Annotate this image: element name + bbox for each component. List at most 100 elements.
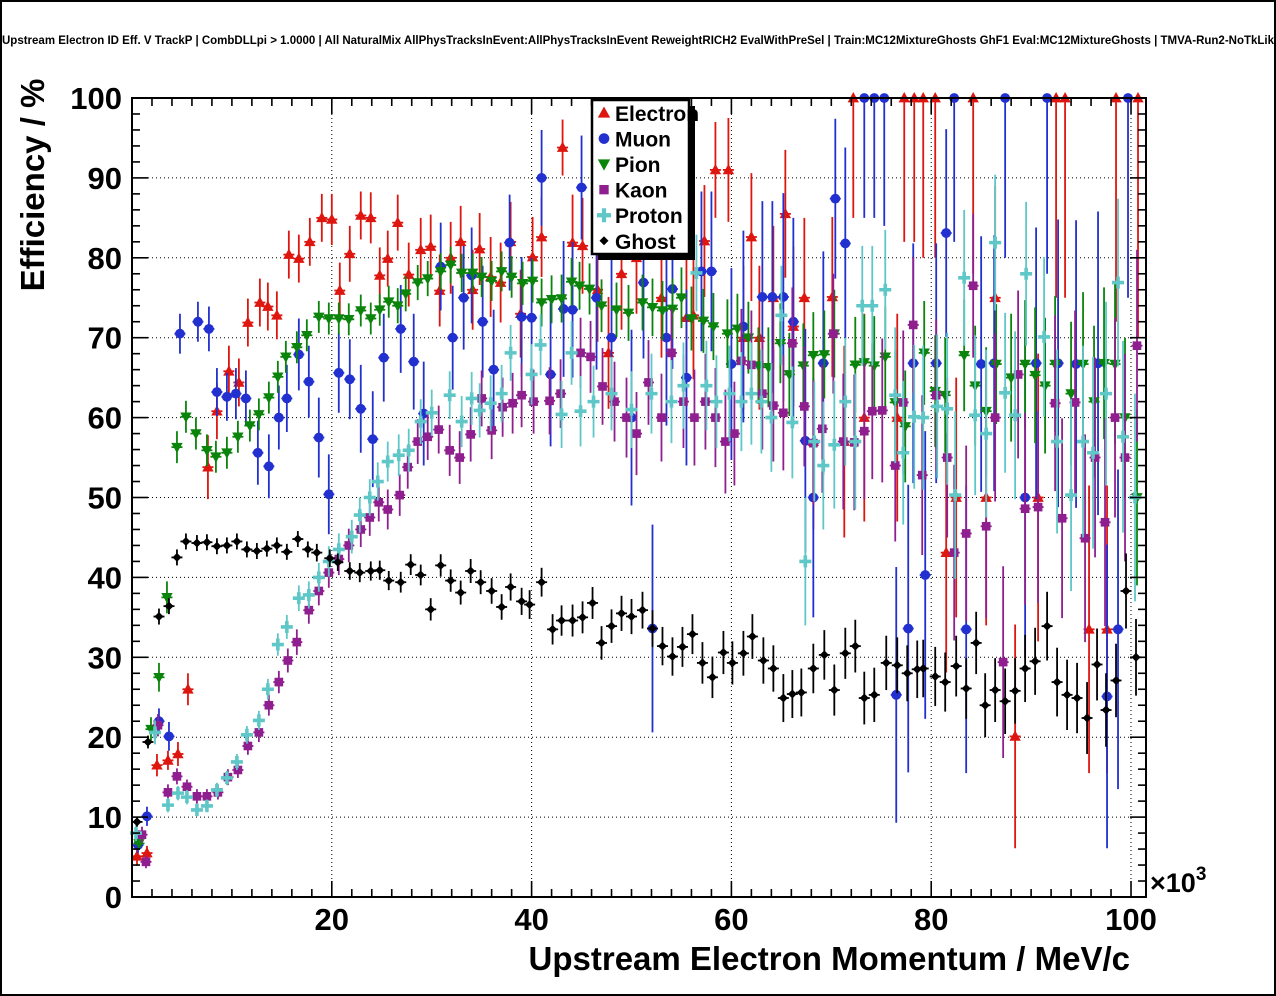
marker-diamond bbox=[1111, 675, 1121, 685]
marker-diamond bbox=[892, 660, 902, 670]
marker-square bbox=[1080, 533, 1090, 543]
marker-triangle-up bbox=[254, 296, 266, 307]
marker-diamond bbox=[406, 560, 416, 570]
marker-cross bbox=[765, 411, 778, 424]
marker-triangle-down bbox=[505, 272, 518, 283]
marker-cross bbox=[171, 787, 184, 800]
marker-triangle-up bbox=[374, 269, 386, 280]
marker-cross bbox=[190, 803, 203, 816]
marker-diamond bbox=[436, 560, 446, 570]
marker-square bbox=[172, 772, 182, 781]
marker-diamond bbox=[787, 689, 797, 699]
marker-cross bbox=[455, 415, 468, 428]
marker-circle bbox=[638, 277, 649, 288]
marker-square bbox=[374, 497, 384, 507]
marker-circle bbox=[1102, 691, 1112, 702]
marker-square bbox=[758, 389, 767, 398]
marker-triangle-up bbox=[283, 248, 295, 259]
marker-diamond bbox=[506, 582, 516, 592]
marker-diamond bbox=[212, 541, 222, 551]
marker-triangle-up bbox=[271, 309, 283, 320]
marker-circle bbox=[941, 228, 952, 238]
marker-cross bbox=[908, 410, 921, 423]
marker-square bbox=[545, 396, 554, 406]
marker-circle bbox=[830, 193, 841, 204]
marker-triangle-down bbox=[291, 342, 303, 354]
marker-cross bbox=[665, 395, 678, 408]
marker-triangle-up bbox=[940, 546, 952, 557]
marker-circle bbox=[920, 570, 931, 580]
marker-cross bbox=[402, 444, 415, 457]
marker-cross bbox=[1009, 409, 1022, 422]
marker-cross bbox=[897, 446, 910, 459]
marker-cross bbox=[931, 400, 944, 413]
marker-triangle-down bbox=[221, 448, 233, 459]
marker-triangle-down bbox=[610, 305, 623, 316]
y-tick-label: 50 bbox=[88, 481, 122, 516]
marker-triangle-down bbox=[392, 301, 404, 312]
marker-diamond bbox=[164, 601, 174, 611]
marker-triangle-down bbox=[990, 359, 1002, 371]
marker-diamond bbox=[396, 577, 406, 587]
marker-diamond bbox=[366, 566, 376, 576]
marker-cross bbox=[980, 427, 993, 440]
marker-cross bbox=[363, 491, 376, 504]
marker-triangle-up bbox=[454, 235, 467, 247]
marker-triangle-up bbox=[293, 252, 305, 263]
marker-circle bbox=[164, 731, 174, 742]
marker-circle bbox=[558, 304, 569, 314]
marker-circle bbox=[263, 461, 274, 472]
marker-cross bbox=[240, 728, 253, 741]
marker-triangle-down bbox=[565, 277, 578, 288]
marker-diamond bbox=[1101, 705, 1111, 715]
marker-square bbox=[998, 657, 1008, 667]
marker-triangle-up bbox=[433, 284, 446, 295]
marker-diamond bbox=[758, 655, 768, 665]
marker-cross bbox=[504, 346, 517, 359]
marker-triangle-down bbox=[161, 593, 173, 604]
marker-diamond bbox=[456, 588, 466, 598]
series-kaon bbox=[136, 213, 1143, 869]
marker-circle bbox=[323, 489, 334, 500]
marker-circle bbox=[303, 376, 314, 387]
marker-circle bbox=[536, 172, 547, 183]
marker-triangle-down bbox=[280, 352, 292, 363]
marker-circle bbox=[800, 435, 811, 446]
marker-triangle-up bbox=[316, 211, 328, 223]
marker-diamond bbox=[525, 600, 535, 610]
marker-circle bbox=[778, 292, 789, 302]
marker-triangle-down bbox=[918, 348, 930, 359]
marker-circle bbox=[488, 364, 499, 375]
marker-triangle-up bbox=[615, 267, 628, 279]
marker-square bbox=[274, 677, 284, 687]
marker-circle bbox=[788, 316, 799, 327]
marker-square bbox=[1020, 504, 1030, 514]
marker-triangle-down bbox=[675, 293, 688, 304]
marker-triangle-down bbox=[666, 304, 679, 315]
marker-cross bbox=[443, 389, 456, 402]
marker-triangle-down bbox=[818, 350, 831, 361]
marker-cross bbox=[1051, 435, 1064, 448]
marker-cross bbox=[148, 726, 161, 739]
marker-cross bbox=[565, 346, 578, 359]
marker-square bbox=[304, 605, 314, 615]
marker-triangle-up bbox=[591, 283, 604, 295]
marker-cross bbox=[1087, 446, 1100, 459]
marker-diamond bbox=[375, 565, 385, 575]
marker-diamond bbox=[232, 536, 242, 546]
marker-square bbox=[990, 413, 1000, 422]
marker-square bbox=[788, 338, 797, 348]
marker-cross bbox=[353, 509, 366, 522]
marker-cross bbox=[989, 236, 1002, 249]
marker-square bbox=[1100, 517, 1110, 527]
marker-cross bbox=[484, 397, 497, 410]
marker-triangle-down bbox=[412, 278, 424, 289]
marker-circle bbox=[175, 328, 185, 339]
marker-circle bbox=[333, 367, 344, 378]
marker-circle bbox=[516, 312, 527, 322]
marker-circle bbox=[961, 624, 972, 635]
marker-circle bbox=[545, 369, 556, 380]
marker-square bbox=[632, 429, 641, 438]
legend-label-pion: Pion bbox=[615, 154, 661, 177]
